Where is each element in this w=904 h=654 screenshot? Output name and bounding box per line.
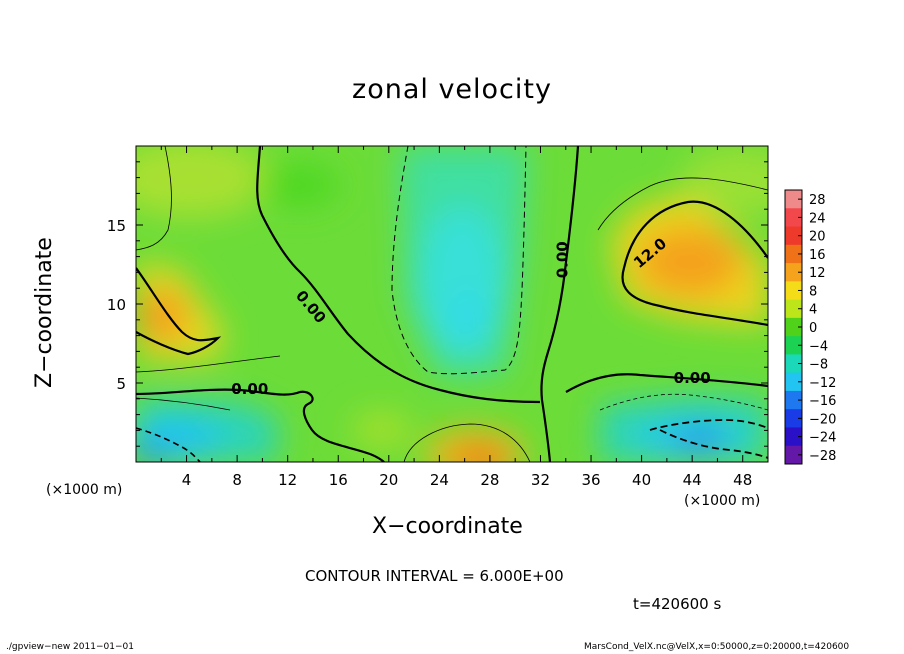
colorbar-tick-label: −20 (809, 412, 836, 427)
x-unit-left: (×1000 m) (46, 482, 123, 498)
y-axis: 5 10 15 (107, 161, 768, 447)
colorbar-swatch (785, 317, 802, 337)
colorbar-tick-label: −28 (809, 449, 836, 464)
colorbar-tick-label: 24 (809, 211, 826, 226)
contour-label: 0.00 (554, 241, 572, 278)
negative-contour-upper (391, 146, 527, 375)
x-tick-label: 28 (480, 471, 499, 489)
colorbar-swatch (785, 354, 802, 374)
colorbar-tick-label: 28 (809, 193, 826, 208)
twelve-contour-left (136, 267, 222, 356)
colorbar: 28 24 20 16 12 8 4 0 −4 −8 −12 −16 −20 −24 −28 (784, 189, 836, 465)
footer-right: MarsCond_VelX.nc@VelX,x=0:50000,z=0:2000… (584, 642, 850, 652)
colorbar-swatch (785, 190, 802, 209)
positive-contour-thin-4 (403, 423, 531, 462)
colorbar-swatch (785, 299, 802, 319)
field-colors (136, 146, 768, 462)
colorbar-tick-label: 20 (809, 230, 826, 245)
x-tick-label: 32 (531, 471, 550, 489)
colorbar-swatch (785, 244, 802, 264)
y-tick-label: 5 (116, 375, 126, 393)
colorbar-tick-label: 8 (809, 284, 817, 299)
negative-contour-thin-5 (599, 393, 768, 411)
negative-contour-lower-right (649, 419, 768, 459)
chart-title: zonal velocity (352, 74, 552, 105)
positive-contour-thin-1 (136, 355, 281, 411)
colorbar-swatch (785, 281, 802, 301)
colorbar-swatch (785, 445, 802, 465)
colorbar-swatch (785, 409, 802, 428)
colorbar-tick-label: −8 (809, 358, 828, 373)
x-unit-right: (×1000 m) (684, 493, 761, 509)
twelve-contour-right (621, 200, 768, 327)
x-tick-label: 8 (232, 471, 242, 489)
x-axis-label: X−coordinate (372, 514, 523, 539)
x-tick-label: 36 (581, 471, 600, 489)
x-tick-label: 16 (329, 471, 348, 489)
colorbar-swatch (785, 226, 802, 246)
contour-interval: CONTOUR INTERVAL = 6.000E+00 (305, 567, 564, 585)
colorbar-swatch (785, 427, 802, 447)
x-axis: 4 8 12 16 20 24 28 32 36 40 44 48 (160, 146, 752, 489)
positive-contour-thin-2 (136, 146, 172, 251)
zero-contour-right (565, 373, 768, 393)
colorbar-tick-label: −16 (809, 394, 836, 409)
colorbar-swatch (785, 263, 802, 282)
y-axis-label: Z−coordinate (32, 237, 57, 388)
x-tick-label: 40 (632, 471, 651, 489)
colorbar-tick-label: −12 (809, 376, 836, 391)
negative-contour-lower-left (136, 427, 201, 462)
colorbar-tick-label: 12 (809, 266, 826, 281)
x-tick-label: 24 (430, 471, 449, 489)
x-tick-label: 20 (379, 471, 398, 489)
colorbar-swatch (785, 390, 802, 410)
footer-left: ./gpview−new 2011−01−01 (6, 642, 134, 652)
zero-contour-left (256, 146, 541, 404)
zero-contour-lower (136, 388, 385, 462)
positive-contour-thin-3 (597, 177, 768, 231)
colorbar-swatch (785, 336, 802, 355)
zero-contour-center (540, 146, 580, 462)
x-tick-label: 4 (182, 471, 192, 489)
colorbar-tick-label: 4 (809, 303, 817, 318)
contour-label: 0.00 (231, 380, 268, 398)
contour-label: 0.00 (674, 369, 711, 387)
contour-lines (136, 146, 768, 462)
colorbar-tick-label: 0 (809, 321, 817, 336)
colorbar-tick-label: −4 (809, 339, 828, 354)
x-tick-label: 12 (278, 471, 297, 489)
time-label: t=420600 s (633, 595, 722, 613)
colorbar-tick-label: −24 (809, 431, 836, 446)
y-tick-label: 10 (107, 296, 126, 314)
y-tick-label: 15 (107, 217, 126, 235)
colorbar-swatch (785, 372, 802, 392)
x-tick-label: 44 (683, 471, 702, 489)
colorbar-tick-label: 16 (809, 248, 826, 263)
x-tick-label: 48 (733, 471, 752, 489)
colorbar-swatch (785, 208, 802, 228)
